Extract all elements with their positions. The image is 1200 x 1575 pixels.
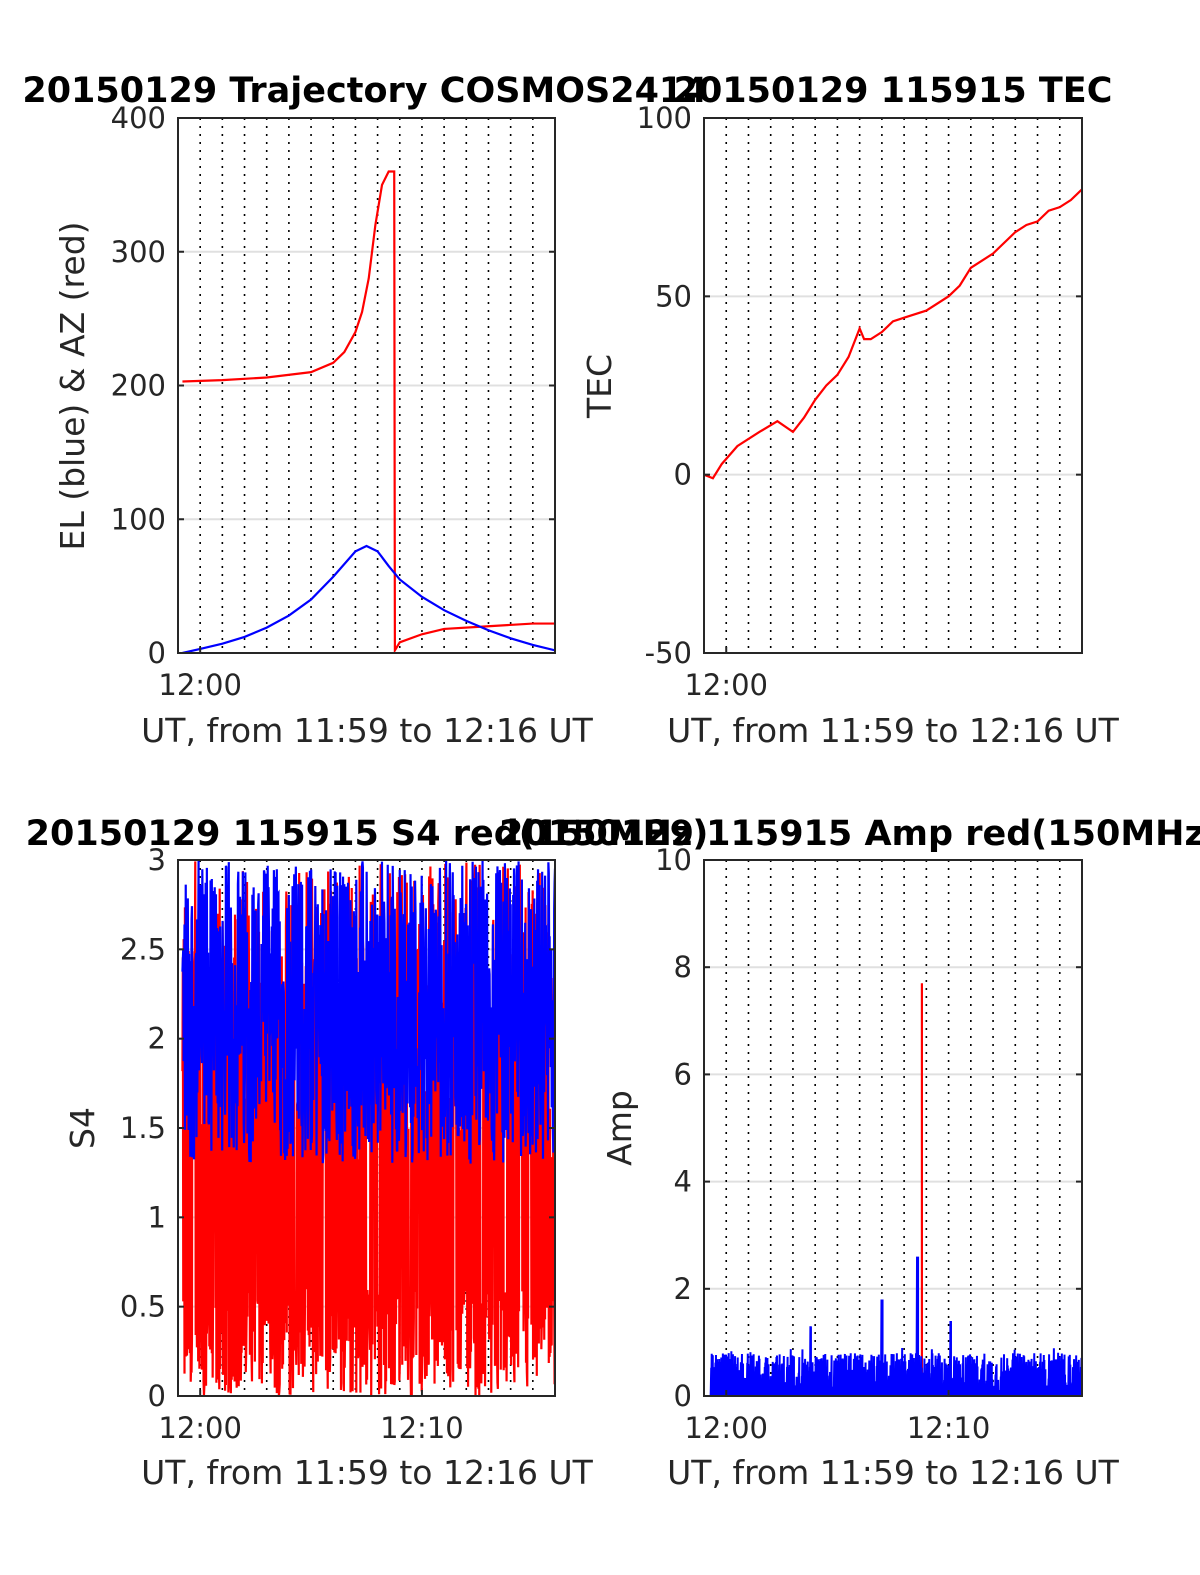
plot-area: [704, 118, 1082, 653]
x-axis-label: UT, from 11:59 to 12:16 UT: [667, 1453, 1120, 1492]
series-line-blue: [709, 1256, 1082, 1396]
amp-chart: 20150129 115915 Amp red(150MHz) UT, from…: [499, 814, 1200, 1492]
axes-box: [703, 117, 1083, 654]
plot-area: [704, 860, 1082, 1396]
series-group: [704, 188, 1082, 480]
y-tick-label: 200: [111, 369, 166, 403]
tec-chart: 20150129 115915 TEC UT, from 11:59 to 12…: [580, 71, 1120, 750]
y-tick-label: 0: [148, 1379, 166, 1413]
series-line-red: [704, 188, 1082, 480]
x-tick-label: 12:00: [684, 1411, 768, 1445]
y-tick-label: 1: [148, 1200, 166, 1234]
series-group: [182, 170, 555, 653]
series-group: [709, 983, 1082, 1396]
y-tick-label: 1.5: [120, 1111, 166, 1145]
y-tick-label: 10: [655, 843, 692, 877]
y-axis-label: TEC: [580, 354, 619, 419]
series-line-blue: [181, 860, 555, 1164]
x-tick-label: 12:00: [158, 1411, 242, 1445]
x-tick-label: 12:00: [158, 668, 242, 702]
x-axis-label: UT, from 11:59 to 12:16 UT: [141, 711, 594, 750]
y-axis-label: EL (blue) & AZ (red): [53, 221, 92, 550]
s4-chart: 20150129 115915 S4 red(150MHz) UT, from …: [26, 814, 709, 1492]
y-axis-label: Amp: [600, 1090, 639, 1166]
y-tick-label: 0.5: [120, 1290, 166, 1324]
y-tick-label: 2: [148, 1022, 166, 1056]
chart-title: 20150129 115915 S4 red(150MHz): [26, 814, 709, 854]
y-axis-label: S4: [63, 1107, 102, 1149]
x-axis-label: UT, from 11:59 to 12:16 UT: [667, 711, 1120, 750]
y-tick-label: 0: [674, 458, 692, 492]
y-tick-label: 400: [111, 101, 166, 135]
y-tick-label: 8: [674, 950, 692, 984]
series-line-red: [182, 170, 555, 653]
series-line-blue: [182, 544, 555, 653]
trajectory-chart: 20150129 Trajectory COSMOS2414 UT, from …: [22, 71, 707, 750]
axes-box: [703, 859, 1083, 1397]
y-tick-label: 300: [111, 235, 166, 269]
y-tick-label: 50: [655, 279, 692, 313]
y-tick-label: 4: [674, 1165, 692, 1199]
y-tick-label: 6: [674, 1057, 692, 1091]
x-tick-label: 12:00: [684, 668, 768, 702]
x-tick-label: 12:10: [380, 1411, 464, 1445]
chart-title: 20150129 115915 Amp red(150MHz): [499, 814, 1200, 854]
x-axis-label: UT, from 11:59 to 12:16 UT: [141, 1453, 594, 1492]
y-tick-label: 100: [637, 101, 692, 135]
x-tick-label: 12:10: [907, 1411, 991, 1445]
y-tick-label: 100: [111, 502, 166, 536]
y-tick-label: 2: [674, 1272, 692, 1306]
y-tick-label: 0: [148, 636, 166, 670]
chart-title: 20150129 115915 TEC: [674, 71, 1113, 111]
chart-title: 20150129 Trajectory COSMOS2414: [22, 71, 707, 111]
y-tick-label: 0: [674, 1379, 692, 1413]
y-tick-label: -50: [645, 636, 692, 670]
y-tick-label: 3: [148, 843, 166, 877]
y-tick-label: 2.5: [120, 932, 166, 966]
series-group: [181, 860, 555, 1396]
